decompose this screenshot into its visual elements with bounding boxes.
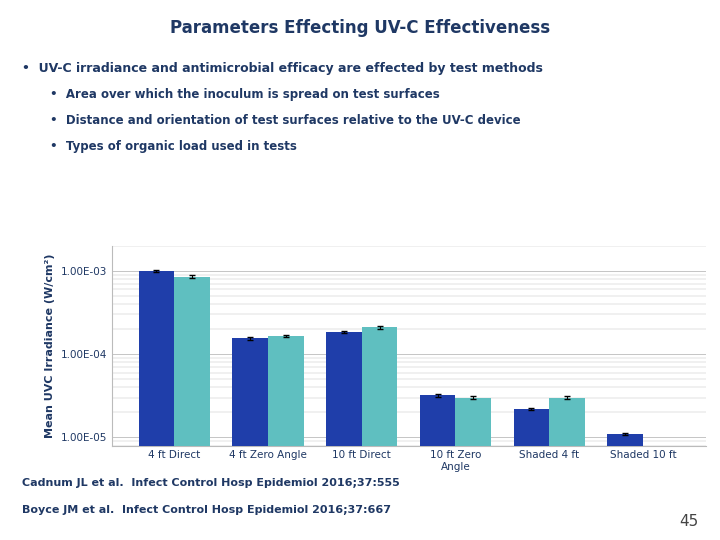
Bar — [233, 338, 268, 540]
Text: •  Types of organic load used in tests: • Types of organic load used in tests — [50, 140, 297, 153]
Text: •  Distance and orientation of test surfaces relative to the UV-C device: • Distance and orientation of test surfa… — [50, 114, 521, 127]
Bar — [174, 276, 210, 540]
Bar — [513, 409, 549, 540]
Bar — [643, 462, 679, 540]
Text: •  Area over which the inoculum is spread on test surfaces: • Area over which the inoculum is spread… — [50, 88, 440, 101]
Text: Cadnum JL et al.  Infect Control Hosp Epidemiol 2016;37:555: Cadnum JL et al. Infect Control Hosp Epi… — [22, 478, 400, 488]
Bar — [138, 271, 174, 540]
Bar — [456, 397, 491, 540]
Bar — [608, 434, 643, 540]
Bar — [420, 395, 456, 540]
Bar — [326, 332, 361, 540]
Bar — [361, 327, 397, 540]
Bar — [268, 336, 304, 540]
Text: Boyce JM et al.  Infect Control Hosp Epidemiol 2016;37:667: Boyce JM et al. Infect Control Hosp Epid… — [22, 505, 391, 515]
Text: •  UV-C irradiance and antimicrobial efficacy are effected by test methods: • UV-C irradiance and antimicrobial effi… — [22, 62, 542, 75]
Y-axis label: Mean UVC Irradiance (W/cm²): Mean UVC Irradiance (W/cm²) — [45, 253, 55, 438]
Text: Parameters Effecting UV-C Effectiveness: Parameters Effecting UV-C Effectiveness — [170, 19, 550, 37]
Bar — [549, 397, 585, 540]
Text: 45: 45 — [679, 514, 698, 529]
